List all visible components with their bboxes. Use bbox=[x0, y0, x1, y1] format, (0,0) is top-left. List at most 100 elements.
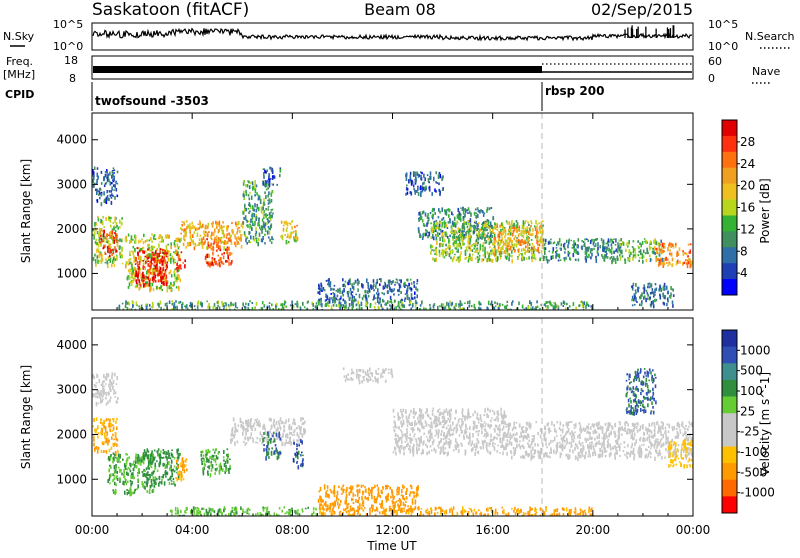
velocity-cell bbox=[445, 447, 447, 449]
velocity-cell bbox=[114, 443, 116, 446]
power-cell bbox=[530, 234, 532, 236]
velocity-cell bbox=[460, 443, 462, 445]
power-cell bbox=[129, 277, 131, 280]
power-cell bbox=[528, 240, 530, 242]
power-cell bbox=[566, 240, 568, 244]
power-cell bbox=[660, 259, 662, 262]
velocity-cell bbox=[218, 453, 220, 455]
power-cell bbox=[530, 220, 532, 222]
power-cell bbox=[489, 225, 491, 227]
velocity-cell bbox=[185, 464, 187, 466]
power-cell bbox=[269, 184, 271, 188]
power-cell bbox=[442, 189, 444, 191]
power-cell bbox=[131, 272, 133, 276]
power-cell bbox=[268, 206, 270, 208]
power-cell bbox=[376, 282, 378, 285]
power-cell bbox=[503, 243, 505, 245]
power-cell bbox=[465, 250, 467, 254]
power-cell bbox=[608, 244, 610, 247]
velocity-cell bbox=[279, 423, 281, 426]
velocity-cell bbox=[184, 469, 186, 473]
power-cell bbox=[401, 302, 403, 305]
velocity-cell bbox=[102, 443, 104, 445]
beam-title: Beam 08 bbox=[364, 0, 436, 19]
power-cell bbox=[257, 242, 259, 246]
power-cell bbox=[518, 239, 520, 242]
power-cell bbox=[531, 239, 533, 241]
power-cell bbox=[226, 233, 228, 236]
power-cell bbox=[157, 248, 159, 251]
power-cell bbox=[669, 242, 671, 246]
power-cell bbox=[138, 240, 140, 244]
power-cell bbox=[569, 305, 571, 307]
power-cell bbox=[629, 254, 631, 256]
power-cell bbox=[460, 251, 462, 254]
power-cell bbox=[587, 239, 589, 242]
velocity-cell bbox=[172, 456, 174, 458]
power-cell bbox=[318, 302, 320, 306]
velocity-cell bbox=[109, 387, 111, 390]
power-cell bbox=[452, 221, 454, 225]
power-cell bbox=[113, 227, 115, 230]
power-cell bbox=[663, 285, 665, 287]
power-cell bbox=[245, 303, 247, 306]
power-cell bbox=[380, 278, 382, 282]
power-colorbar-swatch bbox=[722, 216, 737, 232]
power-cell bbox=[460, 300, 462, 303]
power-cell bbox=[555, 305, 557, 308]
power-cell bbox=[148, 265, 150, 267]
power-cell bbox=[327, 279, 329, 281]
power-cell bbox=[575, 259, 577, 261]
power-cell bbox=[117, 227, 119, 230]
power-cell bbox=[463, 210, 465, 214]
velocity-cell bbox=[167, 479, 169, 481]
power-cell bbox=[639, 257, 641, 259]
velocity-cell bbox=[441, 412, 443, 414]
power-cell bbox=[420, 171, 422, 173]
velocity-cell bbox=[175, 477, 177, 479]
power-cell bbox=[211, 238, 213, 240]
velocity-cell bbox=[115, 392, 117, 395]
velocity-cell bbox=[227, 460, 229, 464]
velocity-cell bbox=[116, 427, 118, 431]
velocity-cell bbox=[486, 448, 488, 451]
velocity-cell bbox=[243, 430, 245, 432]
power-cell bbox=[572, 247, 574, 249]
velocity-cell bbox=[97, 436, 99, 439]
velocity-cell bbox=[100, 418, 102, 420]
power-cell bbox=[147, 277, 149, 280]
power-cell bbox=[566, 303, 568, 305]
power-cell bbox=[216, 250, 218, 252]
power-cell bbox=[502, 304, 504, 306]
power-cell bbox=[550, 303, 552, 306]
power-cell bbox=[258, 196, 260, 200]
power-cell bbox=[152, 283, 154, 286]
power-cell bbox=[95, 189, 97, 192]
power-cell bbox=[135, 285, 137, 288]
power-cell bbox=[176, 277, 178, 281]
power-cell bbox=[220, 239, 222, 242]
velocity-cell bbox=[270, 441, 272, 444]
power-cell bbox=[656, 258, 658, 262]
velocity-cell bbox=[300, 428, 302, 431]
power-cell bbox=[171, 284, 173, 286]
power-cell bbox=[109, 217, 111, 219]
power-cell bbox=[477, 235, 479, 239]
power-cell bbox=[633, 240, 635, 242]
velocity-cell bbox=[401, 445, 403, 450]
power-cell bbox=[437, 232, 439, 236]
power-cell bbox=[282, 303, 284, 306]
power-cell bbox=[131, 281, 133, 284]
power-cell bbox=[476, 213, 478, 215]
power-cell bbox=[670, 244, 672, 248]
power-cell bbox=[477, 259, 479, 263]
power-cell bbox=[412, 181, 414, 185]
power-cell bbox=[511, 255, 513, 258]
power-cell bbox=[645, 252, 647, 254]
power-cell bbox=[622, 255, 624, 257]
velocity-cell bbox=[130, 475, 132, 479]
power-cell bbox=[227, 260, 229, 262]
power-cell bbox=[113, 172, 115, 174]
velocity-cell bbox=[146, 467, 148, 470]
power-cell bbox=[485, 242, 487, 244]
